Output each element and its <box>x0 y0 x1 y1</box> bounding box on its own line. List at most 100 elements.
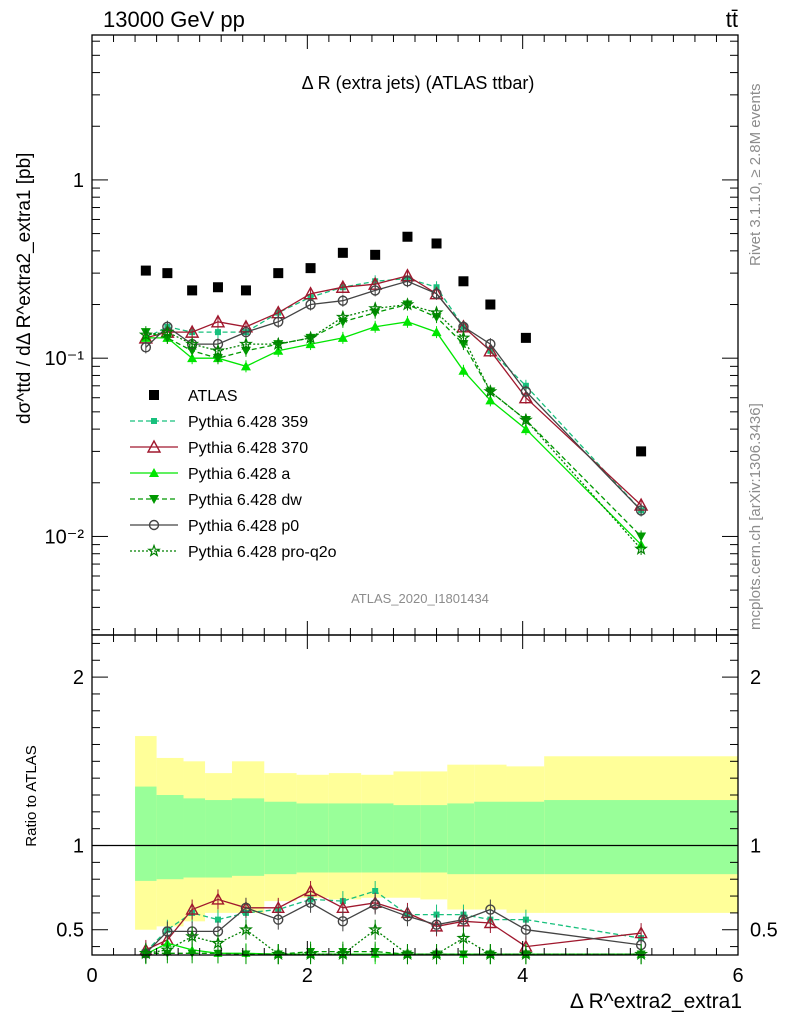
point-marker <box>303 330 318 344</box>
point-marker <box>238 922 253 936</box>
legend-item-0: Pythia 6.428 359 <box>130 414 308 431</box>
legend: ATLAS Pythia 6.428 359 Pythia 6.428 370 Pyt… <box>130 388 337 561</box>
point-marker <box>337 916 349 927</box>
point-marker <box>305 299 316 310</box>
point-marker <box>634 946 649 961</box>
point-marker <box>273 316 284 327</box>
point-marker <box>148 519 160 531</box>
point-marker <box>211 892 225 905</box>
band-inner <box>420 805 448 873</box>
point-marker <box>335 309 350 323</box>
point-marker <box>369 285 381 296</box>
main-panel <box>138 231 649 556</box>
point-marker <box>238 336 253 350</box>
ratio-tick-label-right: 1 <box>750 836 761 858</box>
band-inner <box>393 805 421 873</box>
point-marker <box>485 904 496 915</box>
point-marker <box>458 914 469 925</box>
ratio-tick-label-right: 2 <box>750 667 761 689</box>
point-marker <box>429 305 444 319</box>
legend-label: Pythia 6.428 p0 <box>188 518 299 535</box>
ratio-uncertainty-bands <box>135 736 738 930</box>
point-marker <box>187 285 198 296</box>
legend-label: ATLAS <box>188 388 238 405</box>
point-marker <box>431 238 442 249</box>
point-marker <box>214 916 221 923</box>
point-marker <box>271 946 286 961</box>
point-marker <box>402 231 413 242</box>
point-marker <box>458 276 469 287</box>
plot-title: Δ R (extra jets) (ATLAS ttbar) <box>302 73 535 93</box>
point-marker <box>520 924 532 935</box>
point-marker <box>337 295 349 306</box>
point-marker <box>402 316 413 326</box>
point-marker <box>212 282 223 293</box>
ratio-series-5 <box>138 919 649 965</box>
point-marker <box>429 946 444 961</box>
point-marker <box>483 916 498 929</box>
y-tick-label: 1 <box>73 170 84 192</box>
point-marker <box>212 354 223 364</box>
point-marker <box>240 285 251 296</box>
point-marker <box>369 899 381 910</box>
point-marker <box>162 268 173 279</box>
band-inner <box>328 803 362 873</box>
point-marker <box>485 338 496 350</box>
point-marker <box>147 543 161 557</box>
point-marker <box>149 468 159 477</box>
point-marker <box>483 343 498 357</box>
point-marker <box>240 326 252 338</box>
point-marker <box>456 330 471 344</box>
point-marker <box>458 365 469 375</box>
band-inner <box>205 800 232 878</box>
point-marker <box>162 926 173 937</box>
energy-label: 13000 GeV pp <box>103 7 245 32</box>
x-tick-label: 0 <box>86 965 97 987</box>
point-marker <box>402 276 413 287</box>
legend-item-1: Pythia 6.428 370 <box>130 439 308 457</box>
point-marker <box>140 265 151 276</box>
point-marker <box>305 263 316 274</box>
point-marker <box>214 329 221 336</box>
point-marker <box>240 361 251 371</box>
band-inner <box>474 801 507 875</box>
band-inner <box>361 803 394 873</box>
ratio-panel <box>92 844 738 965</box>
point-marker <box>433 911 440 918</box>
point-marker <box>271 336 286 350</box>
point-marker <box>303 946 318 961</box>
point-marker <box>372 888 379 894</box>
point-marker <box>522 916 529 923</box>
point-marker <box>456 930 471 945</box>
point-marker <box>634 541 648 555</box>
point-marker <box>146 439 162 453</box>
point-marker <box>273 345 284 355</box>
ratio-tick-label-left: 0.5 <box>56 920 84 942</box>
y-axis-label-ratio: Ratio to ATLAS <box>23 745 40 846</box>
point-marker <box>337 332 348 342</box>
point-marker <box>636 532 647 542</box>
point-marker <box>368 301 383 315</box>
point-marker <box>519 412 533 426</box>
point-marker <box>370 948 380 957</box>
x-tick-label: 6 <box>732 965 743 987</box>
legend-item-5: Pythia 6.428 pro-q2o <box>130 543 337 561</box>
point-marker <box>370 321 381 331</box>
point-marker <box>483 946 498 961</box>
point-marker <box>210 314 226 328</box>
point-marker <box>335 946 350 961</box>
x-tick-label: 4 <box>517 965 528 987</box>
y-tick-label: 10⁻¹ <box>45 348 85 370</box>
point-marker <box>485 299 496 310</box>
point-marker <box>483 384 498 398</box>
x-axis-label: Δ R^extra2_extra1 <box>570 990 742 1013</box>
ratio-tick-label-left: 1 <box>73 836 84 858</box>
point-marker <box>185 902 199 915</box>
point-marker <box>370 249 381 260</box>
point-marker <box>368 922 383 936</box>
band-inner <box>447 803 475 875</box>
atlas-data <box>140 231 647 457</box>
legend-item-atlas: ATLAS <box>149 388 238 405</box>
legend-item-4: Pythia 6.428 p0 <box>130 518 299 535</box>
point-marker <box>431 919 442 930</box>
